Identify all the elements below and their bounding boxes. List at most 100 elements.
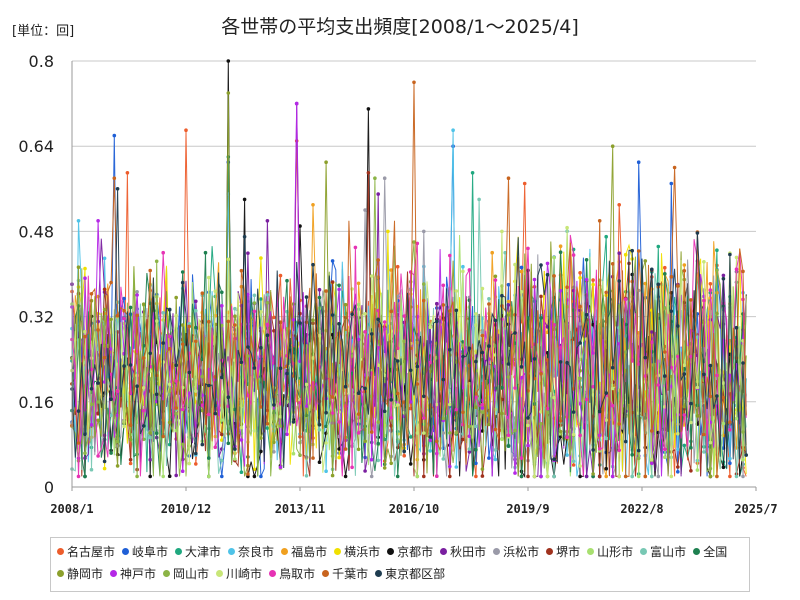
- data-point: [363, 439, 367, 444]
- data-point: [161, 434, 165, 439]
- data-point: [141, 356, 146, 360]
- data-point: [122, 296, 126, 301]
- data-point: [461, 410, 465, 415]
- data-point: [141, 386, 146, 390]
- data-point: [695, 468, 700, 472]
- data-point: [702, 372, 706, 377]
- data-point: [597, 474, 602, 479]
- data-point: [467, 346, 472, 351]
- data-point: [519, 456, 524, 460]
- data-point: [356, 431, 361, 435]
- data-point: [539, 263, 543, 267]
- data-point: [252, 293, 257, 298]
- data-point: [369, 430, 374, 434]
- data-point: [415, 431, 420, 435]
- data-point: [278, 465, 283, 470]
- data-point: [578, 341, 582, 345]
- data-point: [115, 313, 120, 318]
- data-point: [285, 309, 289, 314]
- data-point: [408, 400, 413, 404]
- data-point: [366, 171, 371, 175]
- data-point: [154, 259, 159, 264]
- data-point: [376, 420, 381, 424]
- data-point: [493, 427, 498, 432]
- data-point: [506, 176, 511, 180]
- data-point: [259, 297, 263, 301]
- data-point: [734, 255, 739, 260]
- data-point: [180, 442, 185, 447]
- data-point: [454, 289, 459, 293]
- data-point: [643, 355, 648, 360]
- data-point: [571, 432, 576, 437]
- data-point: [291, 318, 296, 322]
- data-point: [584, 397, 589, 402]
- legend-marker: [57, 548, 64, 555]
- data-point: [135, 474, 139, 479]
- data-point: [233, 314, 237, 319]
- data-point: [382, 466, 387, 470]
- data-point: [500, 385, 504, 390]
- data-point: [125, 171, 130, 175]
- legend-item: 山形市: [587, 543, 633, 560]
- data-point: [636, 160, 641, 164]
- data-point: [552, 474, 556, 479]
- data-point: [656, 244, 661, 249]
- data-point: [76, 409, 81, 413]
- legend-item: 秋田市: [440, 543, 486, 560]
- data-point: [728, 456, 732, 461]
- data-point: [448, 431, 452, 435]
- data-point: [474, 312, 478, 316]
- data-point: [454, 308, 459, 313]
- data-point: [415, 474, 420, 479]
- data-point: [422, 264, 426, 269]
- data-point: [304, 295, 309, 299]
- data-point: [363, 208, 367, 212]
- data-point: [545, 411, 550, 415]
- data-point: [591, 472, 595, 476]
- data-point: [148, 268, 152, 273]
- data-point: [623, 474, 628, 479]
- data-point: [682, 372, 687, 376]
- data-point: [636, 456, 641, 461]
- data-point: [226, 59, 231, 63]
- data-point: [207, 474, 211, 479]
- data-point: [470, 171, 475, 175]
- data-point: [220, 474, 224, 479]
- data-point: [330, 313, 335, 317]
- data-point: [259, 345, 263, 350]
- data-point: [500, 437, 504, 442]
- data-point: [610, 404, 615, 408]
- data-point: [513, 313, 517, 317]
- data-point: [180, 342, 185, 347]
- data-point: [167, 308, 172, 312]
- data-point: [207, 456, 211, 460]
- data-point: [669, 181, 674, 186]
- data-point: [428, 360, 433, 365]
- data-point: [252, 474, 257, 479]
- data-point: [102, 466, 107, 471]
- data-point: [650, 429, 654, 433]
- data-point: [356, 281, 361, 286]
- data-point: [435, 402, 439, 407]
- data-point: [721, 273, 726, 278]
- legend-item: 富山市: [640, 543, 686, 560]
- data-point: [317, 334, 322, 338]
- data-point: [83, 334, 87, 339]
- data-point: [669, 275, 674, 279]
- data-point: [311, 456, 315, 460]
- data-point: [304, 455, 309, 459]
- data-point: [422, 416, 426, 420]
- data-point: [506, 303, 511, 307]
- data-point: [272, 419, 276, 424]
- data-point: [112, 133, 117, 138]
- data-point: [435, 474, 439, 479]
- data-point: [682, 269, 687, 273]
- y-tick-label: 0.8: [29, 52, 54, 71]
- data-point: [272, 450, 276, 454]
- data-point: [226, 91, 231, 95]
- data-point: [597, 219, 602, 223]
- legend-label: 神戸市: [120, 567, 157, 581]
- data-point: [623, 350, 628, 354]
- legend-label: 秋田市: [450, 545, 487, 559]
- data-point: [689, 401, 693, 406]
